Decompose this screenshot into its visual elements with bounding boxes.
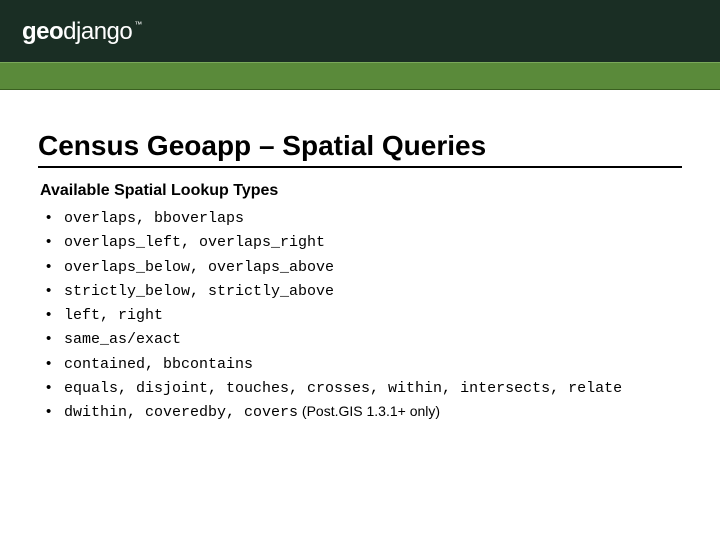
list-item-code: equals, disjoint, touches, crosses, with… xyxy=(64,380,622,397)
list-item-code: contained, bbcontains xyxy=(64,356,253,373)
list-item-code: strictly_below, strictly_above xyxy=(64,283,334,300)
list-item: strictly_below, strictly_above xyxy=(40,279,682,303)
lookup-types-list: overlaps, bboverlaps overlaps_left, over… xyxy=(40,206,682,424)
list-item: equals, disjoint, touches, crosses, with… xyxy=(40,376,682,400)
list-item-code: overlaps, bboverlaps xyxy=(64,210,244,227)
list-item-code: overlaps_left, overlaps_right xyxy=(64,234,325,251)
list-item: overlaps, bboverlaps xyxy=(40,206,682,230)
list-item: contained, bbcontains xyxy=(40,352,682,376)
logo-bold: geo xyxy=(22,18,63,45)
header-dark-bar: geodjango™ xyxy=(0,0,720,62)
list-item-note: (Post.GIS 1.3.1+ only) xyxy=(298,403,440,419)
list-item: left, right xyxy=(40,303,682,327)
logo-thin: django xyxy=(63,18,132,45)
slide-title: Census Geoapp – Spatial Queries xyxy=(38,130,682,168)
list-item: overlaps_below, overlaps_above xyxy=(40,255,682,279)
list-item: dwithin, coveredby, covers (Post.GIS 1.3… xyxy=(40,400,682,424)
header-green-stripe xyxy=(0,62,720,90)
list-item-code: same_as/exact xyxy=(64,331,181,348)
logo: geodjango™ xyxy=(22,18,140,45)
list-item-code: overlaps_below, overlaps_above xyxy=(64,259,334,276)
list-item: overlaps_left, overlaps_right xyxy=(40,230,682,254)
logo-trademark: ™ xyxy=(134,20,142,29)
list-item-code: dwithin, coveredby, covers xyxy=(64,404,298,421)
slide-subtitle: Available Spatial Lookup Types xyxy=(40,182,682,200)
slide-content: Census Geoapp – Spatial Queries Availabl… xyxy=(0,90,720,424)
list-item-code: left, right xyxy=(64,307,163,324)
list-item: same_as/exact xyxy=(40,327,682,351)
